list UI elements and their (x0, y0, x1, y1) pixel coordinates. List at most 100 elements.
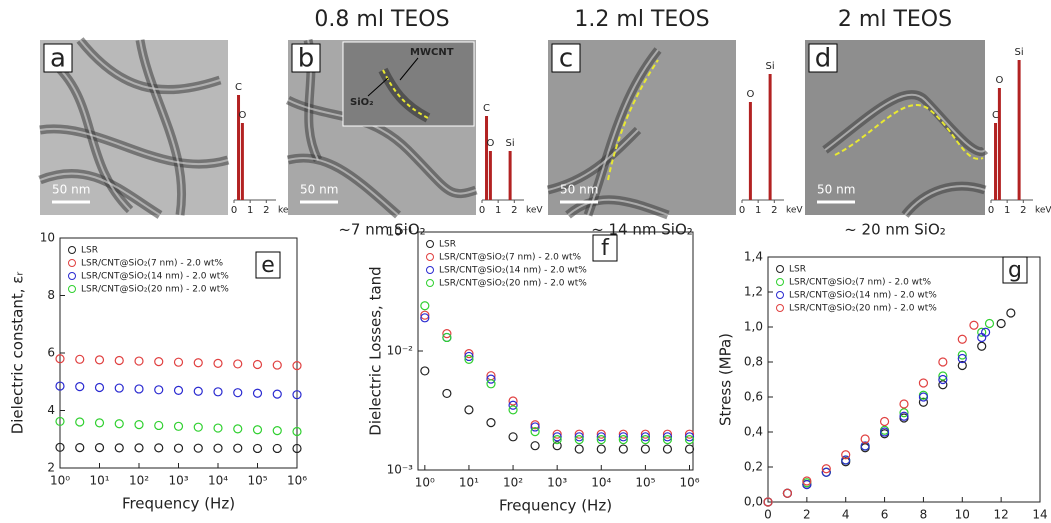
legend-label: LSR/CNT@SiO₂(14 nm) - 2.0 wt% (439, 266, 587, 276)
data-point (574, 435, 584, 445)
nanotube-core (567, 198, 669, 216)
panel-label: a (50, 44, 66, 74)
eds-peak-label: C (235, 82, 242, 93)
data-point (684, 429, 695, 439)
eds-peak-label: Si (766, 61, 775, 72)
data-point (552, 435, 562, 445)
y-tick-label: 0,4 (744, 425, 763, 439)
y-tick-label: 0,8 (744, 355, 763, 369)
eds-peak-label: O (995, 75, 1003, 86)
panel-title: 2 ml TEOS (838, 7, 952, 32)
eds-peak-label: C (483, 103, 490, 114)
data-point (552, 441, 562, 451)
legend-marker (68, 272, 76, 280)
inset-label: SiO₂ (350, 97, 374, 108)
eds-peak (488, 151, 492, 200)
eds-tick-label: 1 (495, 205, 501, 216)
inset-label: MWCNT (410, 47, 454, 58)
data-point (860, 434, 870, 444)
x-tick-label: 10⁶ (287, 474, 307, 488)
eds-peak-label: O (238, 110, 246, 121)
panel-label-box (592, 234, 618, 262)
data-point (134, 356, 144, 366)
legend-label: LSR (439, 240, 456, 250)
data-point (173, 443, 184, 453)
legend-marker (426, 266, 434, 274)
tem-image: a 50 nm (38, 37, 230, 219)
legend-label: LSR/CNT@SiO₂(20 nm) - 2.0 wt% (789, 304, 937, 314)
data-point (640, 429, 650, 439)
data-point (662, 429, 673, 439)
inset-image (342, 41, 475, 127)
data-point (662, 435, 673, 445)
data-point (957, 350, 967, 360)
data-point (552, 429, 562, 439)
legend-label: LSR/CNT@SiO₂(7 nm) - 2.0 wt% (439, 253, 582, 263)
panel-title: 1.2 ml TEOS (574, 7, 709, 32)
y-axis-title: Dielectric Losses, tand (367, 266, 385, 435)
data-point (252, 388, 263, 398)
y-tick-label: 2 (47, 461, 55, 475)
data-point (233, 424, 243, 434)
x-tick-label: 10⁵ (635, 476, 655, 490)
x-tick-label: 10⁵ (247, 474, 267, 488)
data-point (173, 357, 184, 367)
tem-image: d 50 nm (805, 40, 989, 218)
data-point (969, 320, 979, 330)
data-point (420, 301, 430, 311)
inset-arrow (399, 57, 419, 81)
data-point (640, 435, 650, 445)
x-tick-label: 0 (764, 508, 772, 522)
data-point (233, 388, 243, 398)
data-point (684, 435, 695, 445)
eds-peak (1017, 60, 1021, 200)
data-point (618, 435, 628, 445)
y-tick-label: 10⁻¹ (387, 225, 414, 239)
data-point (114, 383, 124, 393)
data-point (114, 443, 124, 453)
data-point (252, 443, 263, 454)
data-point (841, 450, 851, 460)
data-point (420, 366, 430, 376)
data-point (662, 432, 673, 442)
data-point (640, 432, 650, 442)
data-point (574, 429, 584, 439)
data-point (899, 399, 909, 409)
data-point (596, 444, 606, 454)
panel-label-box (255, 251, 281, 279)
data-point (114, 419, 124, 429)
eds-peak-label: O (746, 89, 754, 100)
nanotube-core (39, 127, 229, 166)
x-tick-label: 10 (955, 508, 970, 522)
data-point (938, 357, 948, 367)
eds-tick-label: 1 (247, 205, 253, 216)
data-point (530, 441, 540, 451)
eds-tick-label: 0 (988, 205, 994, 216)
x-tick-label: 10⁶ (679, 476, 699, 490)
data-point (938, 374, 948, 385)
data-point (918, 378, 929, 388)
panel-caption: ~7 nm SiO₂ (338, 221, 425, 239)
tem-image: b 50 nm MWCNT SiO₂ (285, 38, 478, 219)
data-point (464, 354, 474, 364)
data-point (252, 359, 263, 370)
x-tick-label: 12 (994, 508, 1009, 522)
data-point (134, 419, 144, 430)
y-tick-label: 10 (40, 231, 55, 245)
x-tick-label: 10³ (168, 474, 188, 488)
legend-marker (68, 259, 76, 267)
y-tick-label: 4 (47, 403, 55, 417)
legend-label: LSR (789, 265, 806, 275)
legend-label: LSR (81, 246, 98, 256)
data-point (530, 422, 540, 432)
panel-label-box (551, 43, 581, 73)
eds-tick-label: 0 (479, 205, 485, 216)
data-point (292, 426, 302, 437)
data-point (508, 396, 518, 406)
data-point (420, 313, 430, 323)
data-point (173, 385, 184, 395)
legend-label: LSR/CNT@SiO₂(14 nm) - 2.0 wt% (81, 272, 229, 282)
data-point (574, 432, 584, 442)
y-tick-label: 1,0 (744, 320, 763, 334)
data-point (94, 442, 105, 453)
